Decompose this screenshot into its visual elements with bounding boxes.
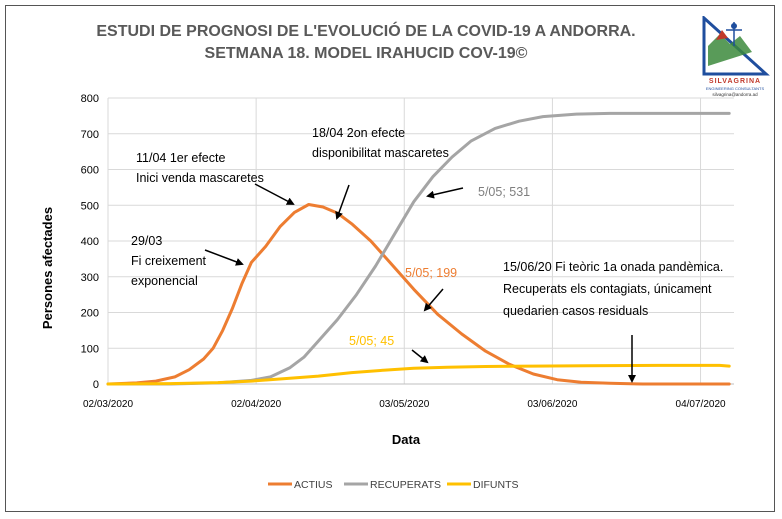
logo-email: silvagrina@andorra.ad (712, 92, 758, 97)
logo-name: SILVAGRINA (708, 78, 762, 85)
y-axis: 0 100 200 300 400 500 600 700 800 (81, 93, 99, 391)
chart-gridlines (107, 97, 734, 384)
annotation-text: quedarien casos residuals (503, 304, 648, 318)
x-tick-label: 03/05/2020 (379, 399, 429, 410)
annotation-text: 5/05; 531 (478, 185, 530, 199)
series-line-actius (106, 203, 731, 386)
annotation-arrow (204, 249, 244, 266)
y-tick-label: 100 (81, 343, 99, 355)
y-tick-label: 0 (93, 379, 99, 391)
legend-label-recuperats: RECUPERATS (370, 479, 441, 491)
annotation-text: Recuperats els contagiats, únicament (503, 282, 712, 296)
chart-frame: ESTUDI DE PROGNOSI DE L'EVOLUCIÓ DE LA C… (5, 5, 775, 512)
annotation-text: 11/04 1er efecte (136, 151, 225, 165)
y-tick-label: 700 (81, 129, 99, 141)
chart-legend: ACTIUS RECUPERATS DIFUNTS (268, 479, 519, 491)
x-tick-label: 02/03/2020 (83, 399, 133, 410)
annotation-text: 5/05; 199 (405, 266, 457, 280)
silvagrina-logo: SILVAGRINA ENGINEERING CONSULTANTS silva… (696, 14, 774, 98)
annotation-text: Fi creixement (131, 254, 207, 268)
annotation-text: 5/05; 45 (349, 334, 394, 348)
y-tick-label: 400 (81, 236, 99, 248)
y-tick-label: 800 (81, 93, 99, 105)
chart-title-line2: SETMANA 18. MODEL IRAHUCID COV-19© (204, 45, 528, 62)
chart-title-line1: ESTUDI DE PROGNOSI DE L'EVOLUCIÓ DE LA C… (96, 23, 636, 40)
y-tick-label: 500 (81, 200, 99, 212)
series-line-difunts (106, 363, 731, 386)
chart-annotations: 11/04 1er efecte Inici venda mascaretes 18… (131, 126, 723, 383)
annotation-arrow (411, 349, 429, 364)
series-line-recuperats (106, 111, 731, 386)
logo-tagline: ENGINEERING CONSULTANTS (705, 86, 765, 91)
y-tick-label: 300 (81, 272, 99, 284)
annotation-text: exponencial (131, 274, 198, 288)
x-tick-label: 02/04/2020 (231, 399, 281, 410)
annotation-text: 18/04 2on efecte (312, 126, 405, 140)
legend-label-difunts: DIFUNTS (473, 479, 519, 491)
annotation-arrow (335, 184, 350, 220)
logo-mark-icon (702, 14, 770, 76)
annotation-arrow (423, 288, 444, 312)
annotation-text: disponibilitat mascaretes (312, 146, 449, 160)
annotation-text: 15/06/20 Fi teòric 1a onada pandèmica. (503, 260, 723, 274)
annotation-text: 29/03 (131, 234, 162, 248)
y-tick-label: 200 (81, 308, 99, 320)
annotation-arrow (254, 183, 295, 205)
x-axis: 02/03/2020 02/04/2020 03/05/2020 03/06/2020… (83, 383, 734, 410)
legend-label-actius: ACTIUS (294, 479, 333, 491)
annotation-text: Inici venda mascaretes (136, 171, 264, 185)
x-tick-label: 03/06/2020 (527, 399, 577, 410)
chart-series (106, 111, 731, 386)
annotation-arrow (426, 187, 464, 199)
x-tick-label: 04/07/2020 (676, 399, 726, 410)
x-axis-title: Data (392, 432, 421, 447)
y-axis-title: Persones afectades (40, 207, 55, 329)
y-tick-label: 600 (81, 165, 99, 177)
